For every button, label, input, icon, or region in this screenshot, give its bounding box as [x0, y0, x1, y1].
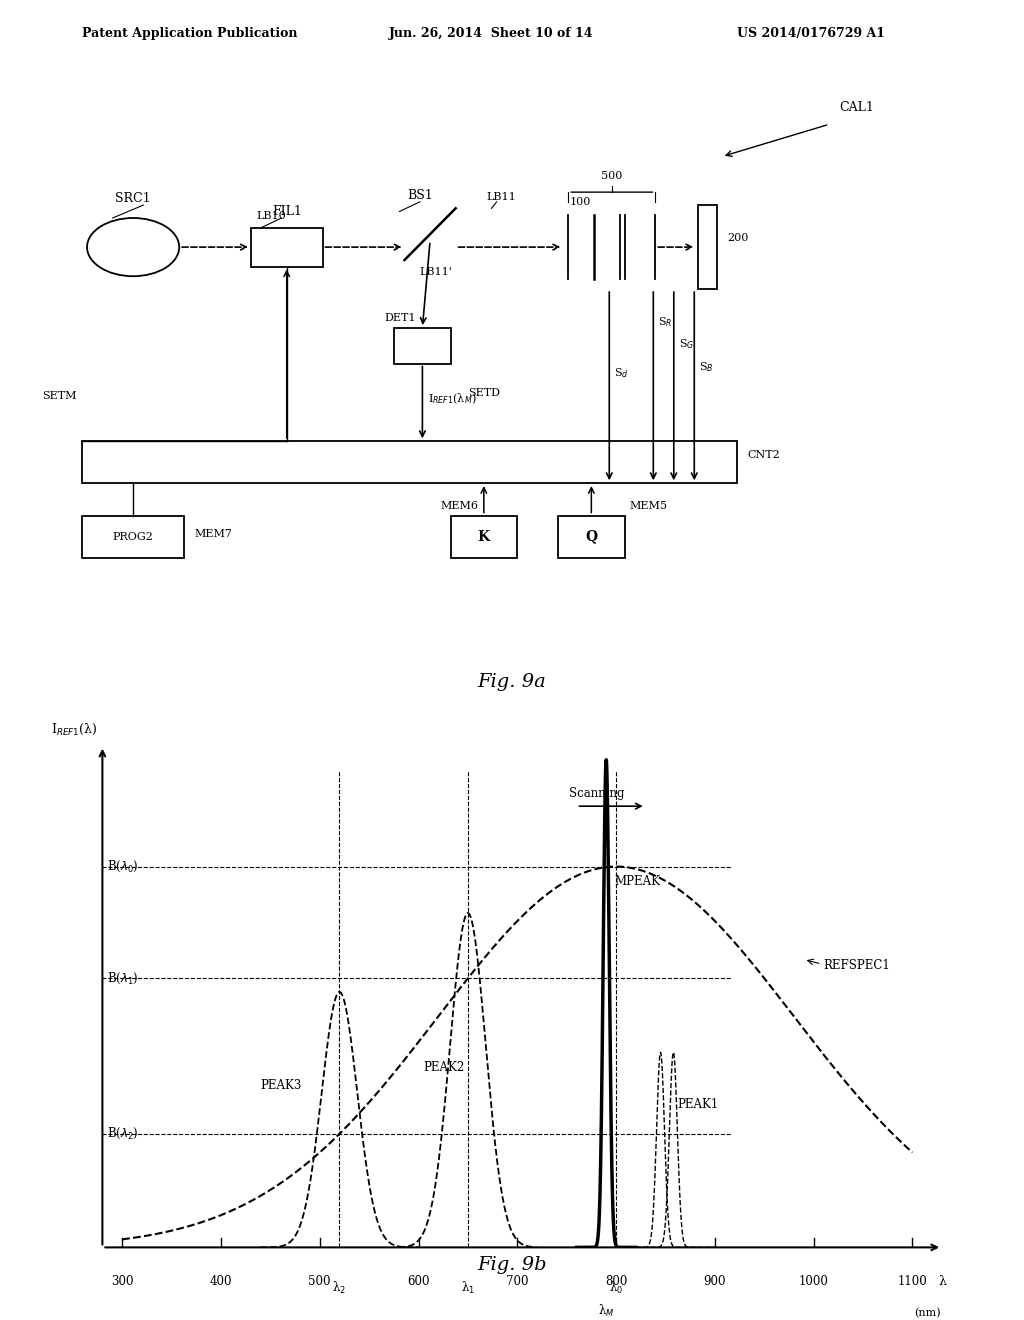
Text: 300: 300 — [111, 1275, 133, 1288]
Text: FIL1: FIL1 — [271, 205, 302, 218]
Text: Q: Q — [586, 529, 597, 544]
Text: 600: 600 — [408, 1275, 430, 1288]
Text: Jun. 26, 2014  Sheet 10 of 14: Jun. 26, 2014 Sheet 10 of 14 — [389, 26, 594, 40]
Text: λ: λ — [938, 1275, 946, 1288]
Text: 1100: 1100 — [898, 1275, 928, 1288]
Text: MEM5: MEM5 — [630, 502, 668, 511]
FancyBboxPatch shape — [451, 516, 517, 557]
Text: I$_{REF1}$(λ): I$_{REF1}$(λ) — [51, 721, 97, 737]
Text: 1000: 1000 — [799, 1275, 828, 1288]
Text: 500: 500 — [308, 1275, 331, 1288]
Text: DET1: DET1 — [384, 313, 416, 323]
Text: PEAK2: PEAK2 — [424, 1061, 465, 1074]
Text: LB10: LB10 — [256, 211, 286, 222]
Text: PROG2: PROG2 — [113, 532, 154, 541]
Text: Patent Application Publication: Patent Application Publication — [82, 26, 297, 40]
Text: 800: 800 — [605, 1275, 628, 1288]
Text: CNT2: CNT2 — [748, 450, 780, 459]
Text: S$_R$: S$_R$ — [658, 314, 673, 329]
FancyBboxPatch shape — [82, 441, 737, 483]
Text: λ$_1$: λ$_1$ — [461, 1280, 475, 1296]
Text: λ$_M$: λ$_M$ — [598, 1303, 614, 1319]
Text: CAL1: CAL1 — [840, 102, 874, 115]
Text: K: K — [478, 529, 489, 544]
Text: 500: 500 — [601, 172, 623, 181]
Text: Scanning: Scanning — [568, 787, 624, 800]
Text: PEAK3: PEAK3 — [260, 1080, 302, 1093]
Text: LB11: LB11 — [486, 191, 517, 202]
Text: 900: 900 — [703, 1275, 726, 1288]
Text: LB11': LB11' — [420, 267, 453, 277]
Text: PEAK1: PEAK1 — [677, 1098, 719, 1111]
Text: Fig. 9a: Fig. 9a — [477, 673, 547, 690]
Text: SETM: SETM — [42, 391, 77, 401]
Text: REFSPEC1: REFSPEC1 — [823, 958, 890, 972]
Text: λ$_0$: λ$_0$ — [609, 1280, 624, 1296]
Text: 700: 700 — [506, 1275, 528, 1288]
Text: BS1: BS1 — [407, 189, 433, 202]
Text: B($\lambda_0$): B($\lambda_0$) — [108, 859, 139, 874]
Text: SRC1: SRC1 — [116, 193, 151, 205]
Text: MEM6: MEM6 — [440, 502, 478, 511]
Text: MEM7: MEM7 — [195, 528, 232, 539]
FancyBboxPatch shape — [251, 227, 323, 267]
Text: 100: 100 — [570, 197, 591, 207]
FancyBboxPatch shape — [698, 205, 717, 289]
FancyBboxPatch shape — [394, 327, 451, 363]
Text: S$_G$: S$_G$ — [679, 338, 694, 351]
Text: (nm): (nm) — [914, 1308, 941, 1319]
Text: B($\lambda_2$): B($\lambda_2$) — [108, 1126, 139, 1142]
Text: S$_B$: S$_B$ — [699, 360, 714, 374]
Text: 400: 400 — [210, 1275, 232, 1288]
Text: B($\lambda_1$): B($\lambda_1$) — [108, 970, 139, 986]
FancyBboxPatch shape — [558, 516, 625, 557]
FancyBboxPatch shape — [82, 516, 184, 557]
Text: US 2014/0176729 A1: US 2014/0176729 A1 — [737, 26, 886, 40]
Text: λ$_2$: λ$_2$ — [333, 1280, 346, 1296]
Text: SETD: SETD — [469, 388, 501, 397]
Text: 200: 200 — [727, 232, 749, 243]
Text: MPEAK: MPEAK — [614, 875, 660, 888]
Text: S$_d$: S$_d$ — [614, 367, 629, 380]
Text: Fig. 9b: Fig. 9b — [477, 1255, 547, 1274]
Text: I$_{REF1}$(λ$_M$): I$_{REF1}$(λ$_M$) — [428, 392, 476, 407]
